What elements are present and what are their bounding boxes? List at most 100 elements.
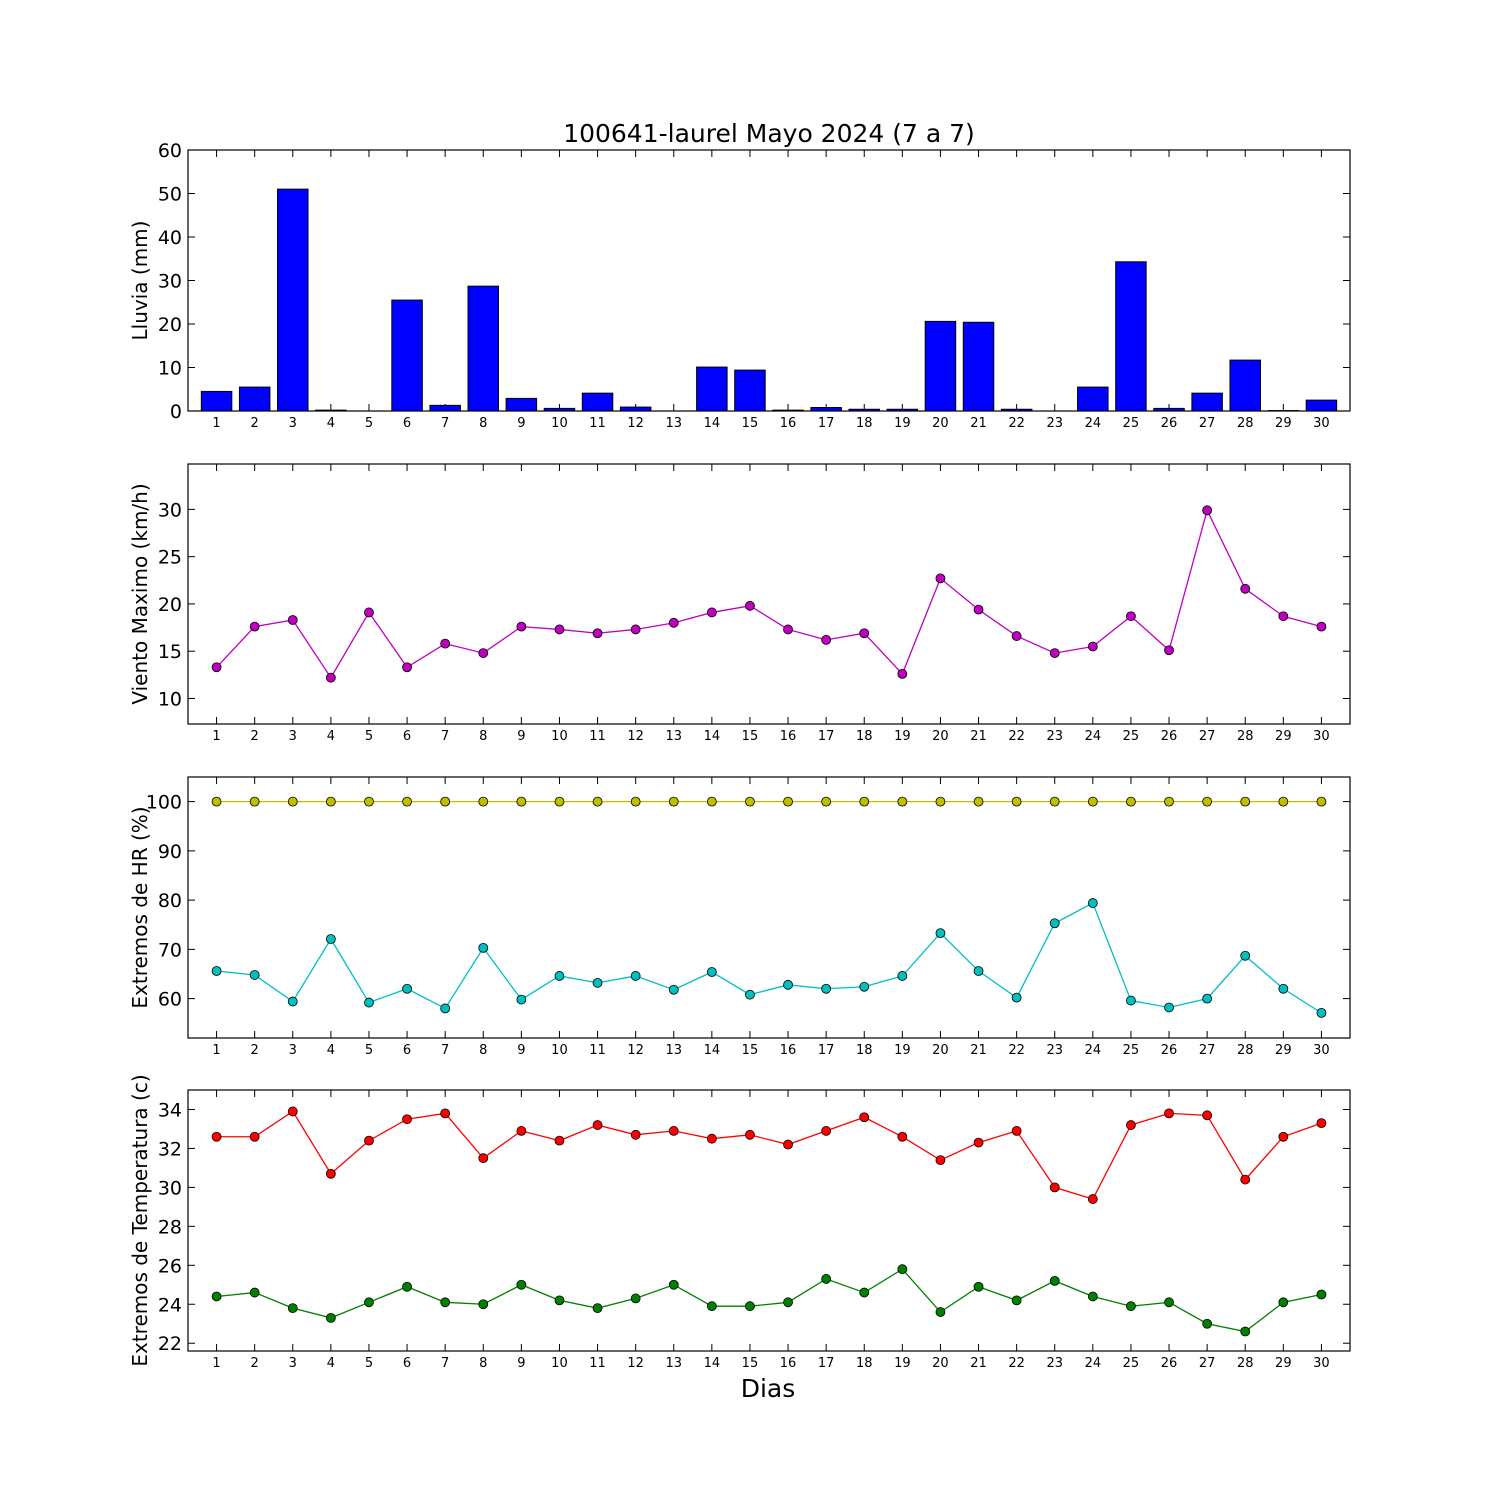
- data-point-day-25: [1126, 796, 1136, 807]
- data-point-day-24: [1087, 796, 1098, 807]
- x-tick-label: 28: [1237, 729, 1254, 744]
- y-tick-label: 80: [158, 890, 182, 912]
- data-point-day-9: [516, 796, 527, 807]
- data-point-day-15: [745, 1129, 755, 1140]
- bar-day-27: [1191, 392, 1223, 412]
- data-point-day-16: [783, 979, 793, 990]
- data-point-day-14: [706, 607, 717, 618]
- data-point-day-29: [1278, 1297, 1289, 1308]
- data-point-day-23: [1049, 648, 1060, 658]
- data-point-day-7: [440, 638, 451, 649]
- data-point-day-20: [935, 1307, 946, 1317]
- x-tick-label: 28: [1237, 1356, 1254, 1371]
- y-tick-label: 25: [158, 547, 182, 569]
- bar-day-7: [429, 404, 461, 412]
- x-tick-label: 1: [212, 729, 220, 744]
- data-point-day-7: [440, 1108, 451, 1119]
- x-tick-label: 10: [551, 1356, 568, 1371]
- data-point-day-12: [630, 624, 641, 635]
- y-tick-label: 70: [158, 939, 182, 961]
- data-point-day-20: [935, 928, 946, 939]
- x-tick-label: 9: [517, 1356, 525, 1371]
- x-tick-label: 17: [818, 1356, 835, 1371]
- x-tick-label: 16: [780, 416, 797, 431]
- x-tick-label: 10: [551, 729, 568, 744]
- x-tick-label: 7: [441, 1043, 449, 1058]
- x-tick-label: 24: [1085, 416, 1102, 431]
- y-tick-label: 40: [158, 227, 182, 249]
- data-point-day-11: [592, 1303, 603, 1314]
- data-point-day-7: [440, 1003, 451, 1014]
- data-point-day-10: [554, 971, 565, 981]
- data-point-day-27: [1202, 1110, 1213, 1121]
- x-tick-label: 11: [589, 729, 606, 744]
- x-tick-label: 29: [1275, 1043, 1292, 1058]
- x-tick-label: 4: [327, 1356, 335, 1371]
- bar-day-8: [467, 285, 500, 412]
- x-tick-label: 12: [627, 416, 644, 431]
- x-tick-label: 1: [212, 1356, 220, 1371]
- data-point-day-20: [935, 796, 946, 807]
- x-tick-label: 10: [551, 1043, 568, 1058]
- x-tick-label: 19: [894, 416, 911, 431]
- data-point-day-22: [1011, 631, 1022, 641]
- data-point-day-4: [325, 672, 336, 683]
- data-point-day-17: [821, 796, 832, 807]
- x-tick-label: 28: [1237, 1043, 1254, 1058]
- x-tick-label: 2: [251, 729, 259, 744]
- x-tick-label: 5: [365, 1043, 373, 1058]
- data-point-day-27: [1202, 993, 1213, 1004]
- data-point-day-16: [783, 1297, 793, 1308]
- y-tick-label: 20: [158, 314, 182, 336]
- data-point-day-22: [1011, 1295, 1022, 1306]
- data-point-day-14: [706, 1301, 717, 1312]
- x-tick-label: 3: [289, 729, 297, 744]
- series-line-1: [216, 1110, 1322, 1200]
- data-point-day-3: [287, 1106, 298, 1117]
- data-point-day-19: [897, 796, 908, 807]
- data-point-day-8: [478, 1153, 489, 1164]
- series-line-2: [216, 1268, 1322, 1333]
- x-tick-label: 26: [1161, 1356, 1178, 1371]
- data-point-day-6: [402, 983, 412, 994]
- y-tick-label: 0: [170, 401, 182, 423]
- data-point-day-8: [478, 648, 489, 658]
- data-point-day-4: [325, 934, 336, 944]
- bar-day-2: [238, 386, 271, 412]
- data-point-day-9: [516, 1279, 527, 1290]
- data-point-day-28: [1240, 796, 1251, 807]
- y-tick-label: 32: [158, 1138, 182, 1160]
- y-tick-label: 10: [158, 688, 182, 710]
- x-tick-label: 8: [479, 729, 487, 744]
- data-point-day-24: [1087, 1194, 1098, 1204]
- x-tick-label: 16: [780, 1356, 797, 1371]
- x-tick-label: 11: [589, 1043, 606, 1058]
- data-point-day-1: [211, 1131, 222, 1142]
- x-tick-label: 3: [289, 416, 297, 431]
- y-tick-label: 60: [158, 140, 182, 162]
- x-tick-label: 25: [1123, 1356, 1140, 1371]
- data-point-day-24: [1087, 898, 1098, 908]
- data-point-day-29: [1278, 983, 1289, 994]
- data-point-day-19: [897, 1264, 908, 1275]
- data-point-day-28: [1240, 583, 1251, 594]
- data-point-day-17: [821, 1274, 832, 1284]
- y-tick-label: 90: [158, 841, 182, 863]
- data-point-day-13: [668, 1279, 679, 1290]
- x-tick-label: 4: [327, 729, 335, 744]
- x-tick-label: 6: [403, 1043, 411, 1058]
- plot-frame: [187, 776, 1351, 1039]
- x-tick-label: 23: [1046, 1043, 1063, 1058]
- data-point-day-23: [1049, 1182, 1060, 1193]
- data-point-day-18: [859, 628, 870, 639]
- data-point-day-17: [821, 634, 832, 645]
- y-tick-label: 22: [158, 1333, 182, 1355]
- y-tick-label: 26: [158, 1255, 182, 1277]
- data-point-day-26: [1164, 645, 1174, 656]
- x-tick-label: 14: [704, 729, 721, 744]
- bar-day-12: [619, 406, 652, 412]
- bar-day-25: [1115, 261, 1147, 412]
- data-point-day-27: [1202, 1318, 1213, 1329]
- x-tick-label: 11: [589, 1356, 606, 1371]
- data-point-day-3: [287, 796, 298, 807]
